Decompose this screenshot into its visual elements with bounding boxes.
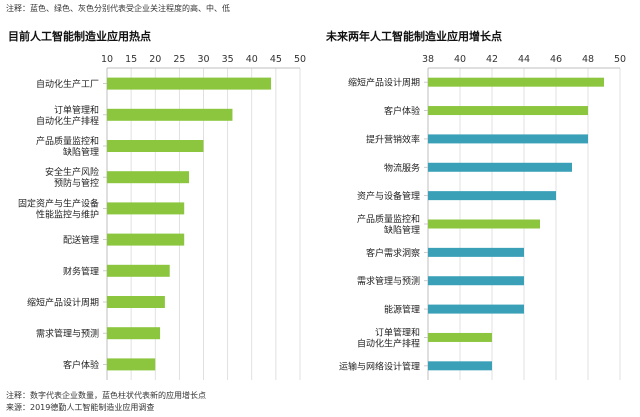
category-label: 自动化生产排程 (357, 337, 420, 349)
category-label: 预防与管控 (54, 177, 99, 189)
bar-5 (428, 191, 556, 201)
tick-label: 40 (246, 54, 258, 65)
category-label: 自动化生产排程 (36, 115, 99, 127)
bar-3 (428, 134, 588, 144)
tick-label: 46 (550, 54, 562, 65)
bar-1 (428, 77, 604, 87)
category-label: 性能监控与维护 (36, 208, 99, 220)
tick-label: 48 (582, 54, 594, 65)
bar-11 (428, 361, 492, 371)
bar-4 (107, 171, 190, 184)
bar-9 (428, 304, 524, 314)
bar-8 (107, 296, 165, 308)
bar-6 (428, 219, 540, 229)
category-label: 产品质量监控和 (357, 213, 420, 225)
tick-label: 10 (101, 54, 113, 65)
chart-title-future: 未来两年人工智能制造业应用增长点 (326, 30, 502, 43)
category-label: 提升营销效率 (366, 133, 420, 145)
tick-label: 38 (422, 54, 434, 65)
bar-10 (428, 332, 492, 342)
tick-label: 50 (294, 54, 306, 65)
category-label: 缩短产品设计周期 (348, 77, 420, 89)
bar-10 (107, 358, 156, 371)
category-label: 物流服务 (384, 162, 420, 174)
category-label: 客户体验 (63, 359, 99, 371)
tick-label: 25 (173, 54, 185, 65)
tick-label: 30 (197, 54, 209, 65)
bar-1 (107, 77, 272, 90)
bar-8 (428, 276, 524, 286)
bar-6 (107, 233, 185, 246)
bar-2 (107, 108, 233, 121)
current-hotspots-bar-chart: 10 15 20 25 30 35 40 45 50 自动化生产工厂订单管理和自动化生产排程产品质… (18, 54, 306, 380)
category-label: 财务管理 (63, 265, 99, 277)
note-top: 注释：蓝色、绿色、灰色分别代表受企业关注程度的高、中、低 (6, 4, 230, 13)
category-label: 需求管理与预测 (36, 328, 99, 340)
category-label: 需求管理与预测 (357, 275, 420, 287)
chart-title-current: 目前人工智能制造业应用热点 (8, 30, 151, 43)
tick-label: 35 (222, 54, 234, 65)
tick-label: 20 (149, 54, 161, 65)
footer-source: 来源：2019德勤人工智能制造业应用调查 (6, 403, 155, 412)
bar-2 (428, 106, 588, 116)
category-label: 安全生产风险 (45, 166, 99, 178)
bar-4 (428, 162, 572, 172)
future-growth-bar-chart: 38 40 42 44 46 48 50 缩短产品设计周期客户体验提升营销效率物流服务资产与设… (339, 54, 626, 380)
tick-label: 40 (454, 54, 466, 65)
category-label: 客户需求洞察 (366, 247, 420, 259)
category-label: 能源管理 (384, 304, 420, 316)
category-label: 固定资产与生产设备 (18, 197, 99, 209)
bar-3 (107, 140, 204, 152)
bar-7 (107, 264, 170, 277)
category-label: 缺陷管理 (63, 146, 99, 158)
bar-9 (107, 327, 161, 340)
bar-7 (428, 247, 524, 257)
bar-5 (107, 202, 185, 215)
category-label: 缺陷管理 (384, 224, 420, 236)
category-label: 产品质量监控和 (36, 135, 99, 147)
tick-label: 50 (614, 54, 626, 65)
category-label: 缩短产品设计周期 (27, 297, 99, 309)
tick-label: 45 (270, 54, 282, 65)
tick-label: 42 (486, 54, 498, 65)
tick-label: 15 (125, 54, 137, 65)
tick-label: 44 (518, 54, 530, 65)
footer-note: 注释：数字代表企业数量，蓝色柱状代表新的应用增长点 (6, 391, 206, 400)
category-label: 订单管理和 (54, 104, 99, 116)
category-label: 订单管理和 (375, 326, 420, 338)
category-label: 配送管理 (63, 234, 99, 246)
category-label: 自动化生产工厂 (36, 78, 99, 90)
category-label: 运输与网络设计管理 (339, 360, 420, 372)
category-label: 客户体验 (384, 105, 420, 117)
category-label: 资产与设备管理 (357, 190, 420, 202)
